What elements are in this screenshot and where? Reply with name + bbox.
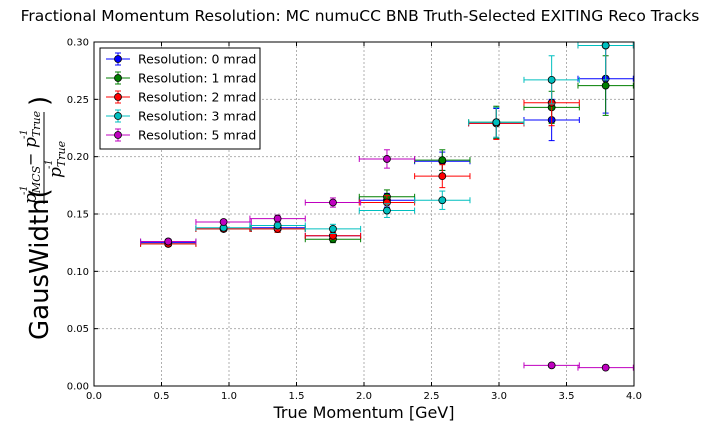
- data-point: [329, 225, 337, 233]
- y-tick-label: 0.05: [67, 324, 89, 335]
- data-point: [601, 42, 610, 50]
- data-point: [601, 363, 610, 372]
- data-point: [438, 156, 447, 165]
- data-point: [547, 361, 556, 370]
- ylabel-num-sub2: True: [30, 110, 43, 137]
- legend-item-2: Resolution: 2 mrad: [106, 90, 256, 105]
- x-tick-label: 0.5: [154, 391, 170, 402]
- svg-text:pMCS: pMCS: [21, 165, 43, 204]
- data-point: [601, 81, 610, 90]
- ylabel-num-sup1: -1: [19, 185, 30, 195]
- data-point: [273, 214, 282, 223]
- y-axis-label-prefix: GausWidth(: [25, 188, 55, 340]
- y-tick-label: 0.20: [67, 152, 89, 163]
- y-tick-label: 0.30: [67, 38, 89, 49]
- data-point: [438, 172, 447, 181]
- legend-label: Resolution: 5 mrad: [138, 128, 256, 143]
- x-tick-label: 1.0: [221, 391, 237, 402]
- ylabel-den-sup: -1: [44, 159, 55, 169]
- x-tick-label: 3.5: [559, 391, 575, 402]
- ylabel-num-sup2: -1: [19, 129, 30, 139]
- data-point: [492, 118, 501, 127]
- legend-marker-point: [114, 55, 122, 63]
- data-point: [383, 155, 391, 163]
- legend-marker-point: [114, 74, 122, 82]
- legend-item-1: Resolution: 1 mrad: [106, 71, 256, 86]
- data-point: [219, 218, 228, 226]
- series-4: [140, 149, 634, 372]
- data-series-layer: [140, 42, 634, 372]
- x-tick-label: 2.0: [356, 391, 372, 402]
- y-axis-label-suffix: ): [25, 96, 55, 106]
- legend: Resolution: 0 mrad Resolution: 1 mrad Reso…: [99, 47, 261, 150]
- data-point: [329, 198, 337, 207]
- grid-lines: [94, 42, 634, 386]
- legend-item-4: Resolution: 5 mrad: [106, 128, 256, 143]
- legend-box: [99, 47, 261, 150]
- axis-ticks: 0.0 0.5 1.0 1.5 2.0 2.5 3.0 3.5 4.0 0.00 0.05 0.10 0…: [67, 38, 642, 403]
- y-tick-label: 0.25: [67, 95, 89, 106]
- data-point: [438, 196, 447, 205]
- ylabel-den-p: p: [46, 167, 66, 178]
- legend-label: Resolution: 3 mrad: [138, 109, 256, 124]
- legend-marker-point: [114, 93, 122, 101]
- x-axis-label: True Momentum [GeV]: [273, 403, 455, 422]
- data-point: [547, 75, 556, 84]
- legend-label: Resolution: 0 mrad: [138, 52, 256, 67]
- x-tick-label: 3.0: [491, 391, 507, 402]
- y-tick-label: 0.15: [67, 210, 89, 221]
- ylabel-den-sub: True: [55, 140, 68, 167]
- ylabel-num-sub1: MCS: [30, 165, 43, 194]
- y-tick-label: 0.10: [67, 267, 89, 278]
- legend-marker-point: [114, 112, 122, 120]
- y-tick-label: 0.00: [67, 382, 89, 393]
- x-tick-label: 1.5: [289, 391, 305, 402]
- data-point: [383, 206, 391, 215]
- y-axis-label: GausWidth( pMCS -1 − pTrue -1 pTrue -1 ): [19, 96, 68, 340]
- data-point: [273, 221, 282, 230]
- legend-label: Resolution: 2 mrad: [138, 90, 256, 105]
- legend-item-0: Resolution: 0 mrad: [106, 52, 256, 67]
- legend-marker-point: [114, 131, 122, 139]
- x-tick-label: 4.0: [626, 391, 642, 402]
- data-point: [164, 237, 173, 246]
- ylabel-num-p1: p: [21, 193, 41, 204]
- legend-label: Resolution: 1 mrad: [138, 71, 256, 86]
- svg-text:pTrue: pTrue: [21, 110, 43, 148]
- y-axis-label-fraction: pMCS -1 − pTrue -1 pTrue -1: [19, 110, 68, 204]
- x-tick-label: 0.0: [86, 391, 102, 402]
- legend-item-3: Resolution: 3 mrad: [106, 109, 256, 124]
- x-tick-label: 2.5: [424, 391, 440, 402]
- chart-title: Fractional Momentum Resolution: MC numuC…: [20, 7, 700, 25]
- ylabel-num-p2: p: [21, 137, 41, 148]
- svg-text:pTrue: pTrue: [46, 140, 68, 178]
- ylabel-num-minus: −: [21, 153, 40, 166]
